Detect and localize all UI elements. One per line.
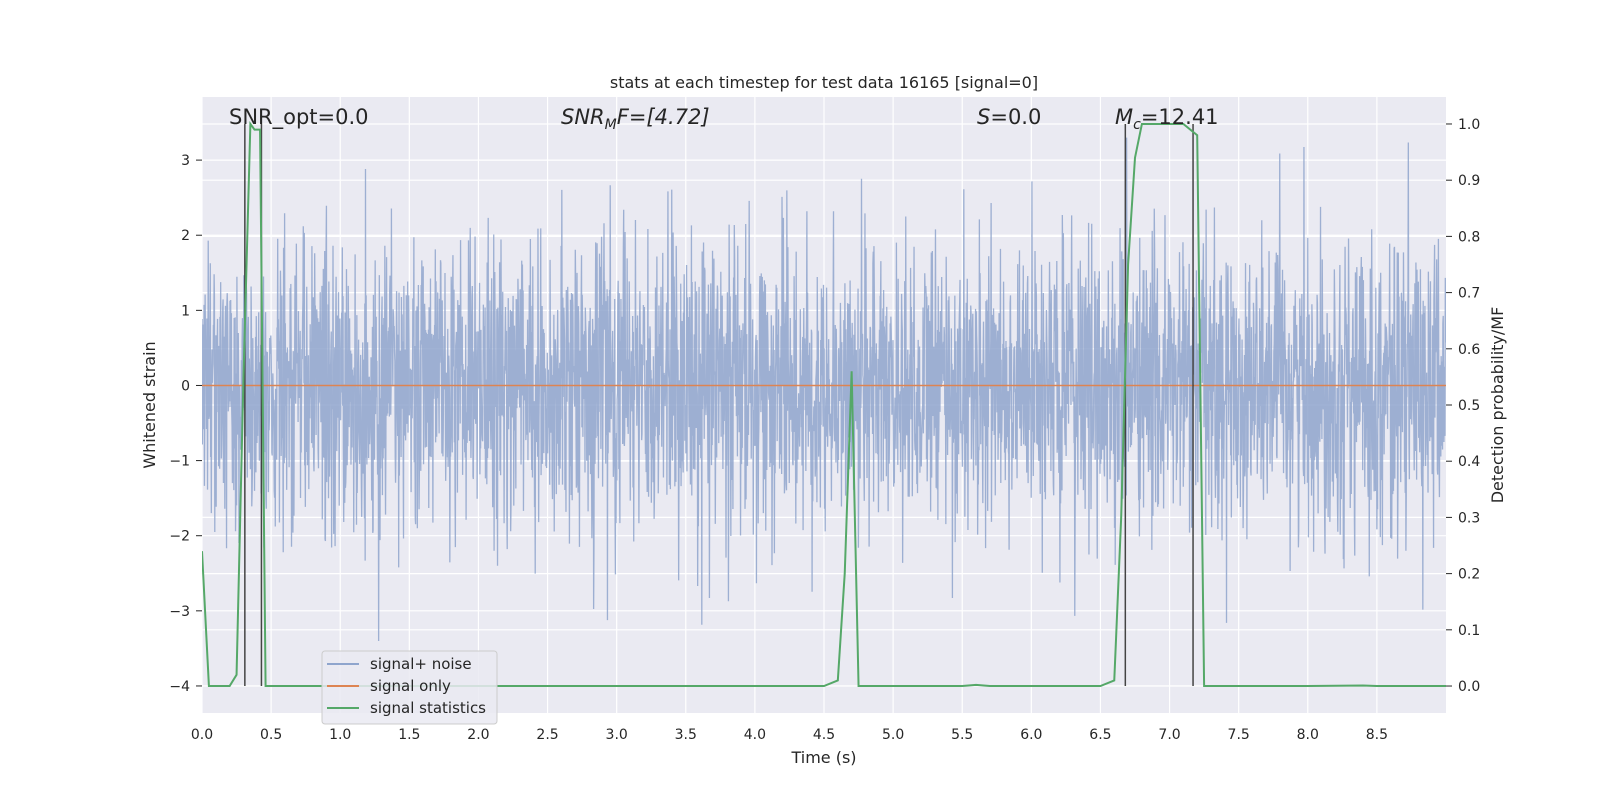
annotation-mc: Mc=12.41 [1115, 105, 1219, 133]
x-tick-label: 5.0 [882, 727, 904, 743]
x-tick-label: 6.5 [1089, 727, 1111, 743]
y-right-tick-label: 0.3 [1458, 510, 1480, 526]
x-tick-label: 4.5 [813, 727, 835, 743]
x-tick-label: 2.5 [536, 727, 558, 743]
legend-label-statistics: signal statistics [370, 699, 486, 717]
x-tick-label: 6.0 [1020, 727, 1042, 743]
annotation-mc-value: =12.41 [1141, 105, 1219, 129]
y-left-tick-label: 0 [181, 378, 190, 394]
x-tick-label: 7.5 [1228, 727, 1250, 743]
signal-plus-noise-line [202, 137, 1446, 641]
y-left-tick-label: −2 [169, 529, 190, 545]
y-right-tick-label: 1.0 [1458, 117, 1480, 133]
annotation-mc-base: M [1115, 105, 1133, 129]
annotation-s: S=0.0 [977, 105, 1041, 129]
annotation-snr-mf-rest: F=[4.72] [617, 105, 710, 129]
y-right-tick-label: 0.2 [1458, 567, 1480, 583]
y-left-tick-label: −3 [169, 604, 190, 620]
y-right-tick-label: 0.4 [1458, 454, 1480, 470]
chart-title: stats at each timestep for test data 161… [610, 73, 1038, 92]
x-axis-ticks: 0.0 0.5 1.0 1.5 2.0 2.5 3.0 3.5 4.0 4.5 5.0 5.5 6.0 6… [191, 727, 1388, 743]
y-left-tick-label: −4 [169, 679, 190, 695]
y-right-tick-label: 0.1 [1458, 623, 1480, 639]
x-tick-label: 0.5 [260, 727, 282, 743]
x-tick-label: 3.0 [606, 727, 628, 743]
y-left-axis-ticks: 3 2 1 0 −1 −2 −3 −4 [169, 153, 202, 695]
legend: signal+ noise signal only signal statist… [321, 650, 498, 725]
x-tick-label: 5.5 [951, 727, 973, 743]
y-right-axis-label: Detection probability/MF [1488, 307, 1507, 504]
x-tick-label: 1.0 [329, 727, 351, 743]
y-left-tick-label: 1 [181, 303, 190, 319]
x-tick-label: 8.0 [1297, 727, 1319, 743]
legend-box [321, 650, 498, 725]
y-right-tick-label: 0.8 [1458, 229, 1480, 245]
x-tick-label: 4.0 [744, 727, 766, 743]
annotation-s-value: =0.0 [990, 105, 1041, 129]
x-tick-label: 0.0 [191, 727, 213, 743]
y-right-tick-label: 0.0 [1458, 679, 1480, 695]
annotation-snr-mf: SNRMF=[4.72] [561, 105, 710, 133]
annotation-s-symbol: S [977, 105, 990, 129]
annotation-snr-mf-sub: M [605, 117, 617, 133]
y-left-tick-label: −1 [169, 454, 190, 470]
legend-label-noise: signal+ noise [370, 655, 472, 673]
y-left-axis-label: Whitened strain [140, 341, 159, 468]
legend-label-signal-only: signal only [370, 677, 451, 695]
y-left-tick-label: 3 [181, 153, 190, 169]
signal-statistics-series [202, 121, 1446, 688]
annotation-snr-mf-base: SNR [561, 105, 605, 129]
x-tick-label: 2.0 [467, 727, 489, 743]
signal-statistics-line [202, 121, 1446, 688]
y-left-tick-label: 2 [181, 228, 190, 244]
y-right-tick-label: 0.6 [1458, 342, 1480, 358]
x-axis-label: Time (s) [790, 748, 856, 767]
y-right-tick-label: 0.5 [1458, 398, 1480, 414]
y-right-tick-label: 0.7 [1458, 286, 1480, 302]
signal-plus-noise-series [202, 137, 1446, 641]
annotation-mc-sub: c [1133, 117, 1141, 133]
x-tick-label: 8.5 [1366, 727, 1388, 743]
x-tick-label: 3.5 [675, 727, 697, 743]
x-tick-label: 7.0 [1158, 727, 1180, 743]
y-right-axis-ticks: 1.0 0.9 0.8 0.7 0.6 0.5 0.4 0.3 0.2 0.1 0.0 [1446, 117, 1480, 695]
y-right-tick-label: 0.9 [1458, 173, 1480, 189]
annotation-snr-opt: SNR_opt=0.0 [229, 105, 369, 130]
x-tick-label: 1.5 [398, 727, 420, 743]
